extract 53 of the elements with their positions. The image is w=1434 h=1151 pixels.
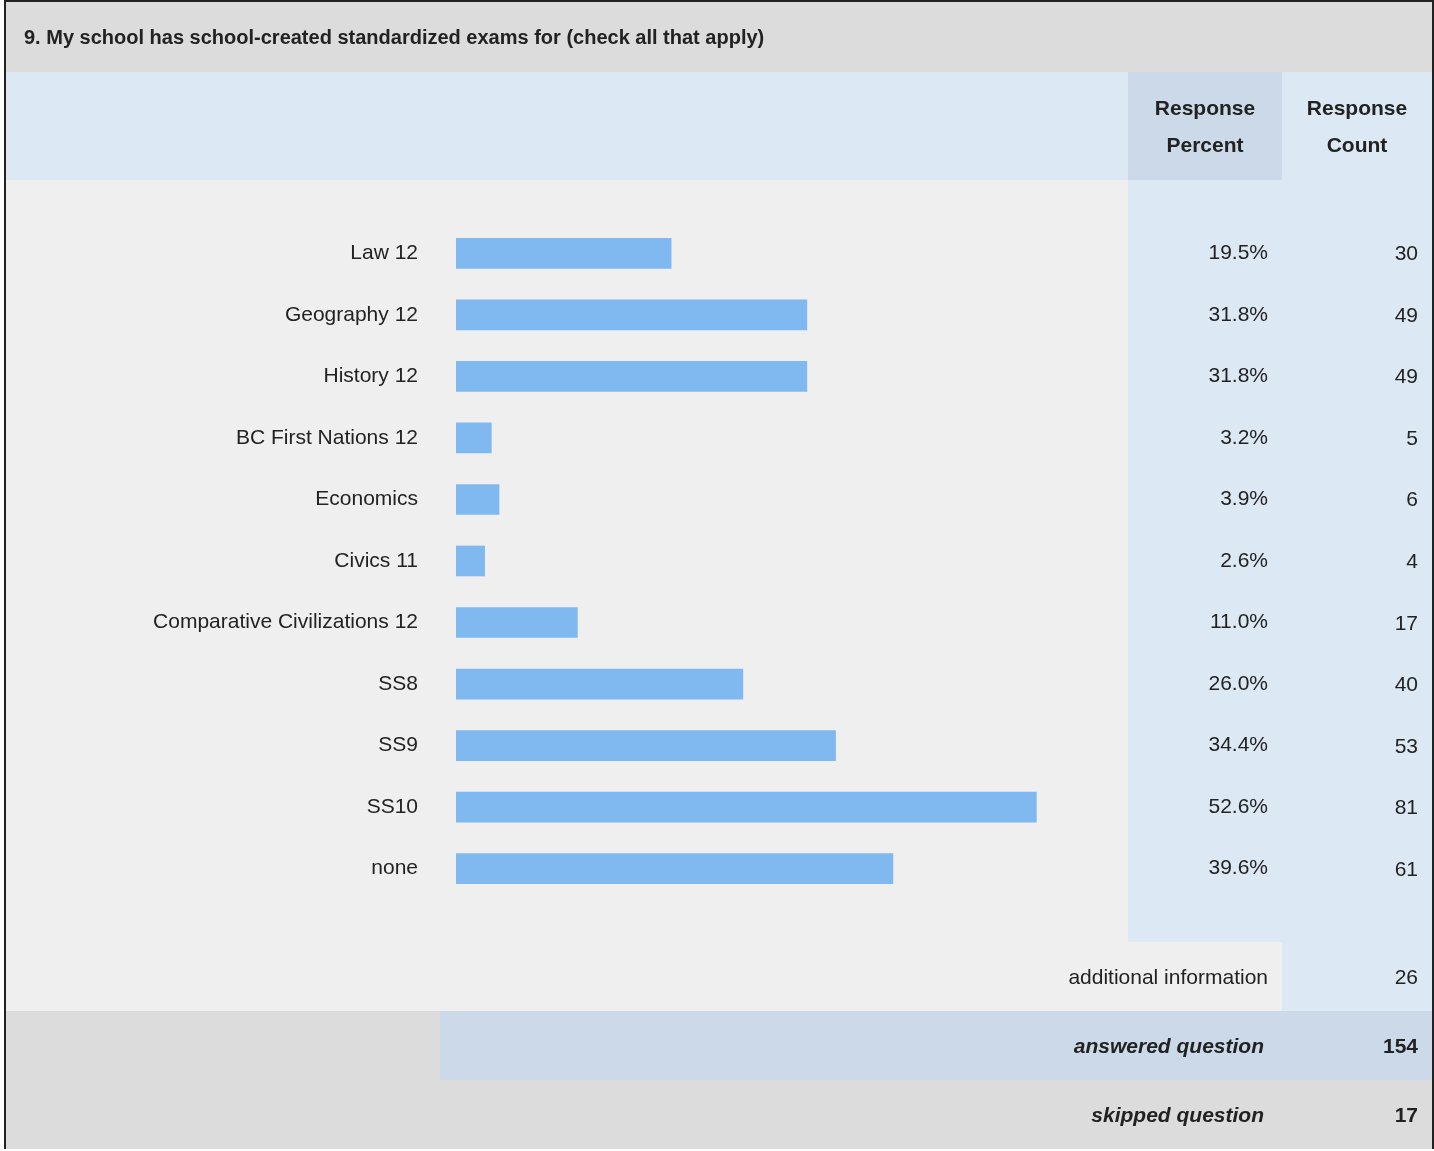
data-label: 52.6% <box>1208 793 1268 817</box>
bar <box>456 545 486 577</box>
data-label: 26.0% <box>1208 670 1268 694</box>
bar <box>456 361 808 392</box>
bar <box>456 668 744 700</box>
text: 17 <box>1282 1080 1432 1149</box>
data-label: 34.4% <box>1208 732 1268 756</box>
data-label: 17 <box>1394 609 1418 636</box>
data-label: 5 <box>1406 424 1418 451</box>
text: 154 <box>1282 1011 1432 1080</box>
y-tick-label: SS8 <box>378 670 418 694</box>
text: Response Percent <box>1128 72 1282 180</box>
y-tick-label: Economics <box>315 486 418 510</box>
data-label: 31.8% <box>1208 301 1268 325</box>
data-label: 19.5% <box>1208 240 1268 264</box>
bar <box>456 853 894 884</box>
bar <box>456 791 1037 823</box>
y-tick-label: SS10 <box>366 793 418 817</box>
y-tick-label: History 12 <box>323 363 418 387</box>
bar <box>456 422 492 454</box>
y-tick-label: SS9 <box>378 732 418 756</box>
bar <box>456 299 808 331</box>
y-tick-label: BC First Nations 12 <box>235 424 418 448</box>
y-tick-label: Comparative Civilizations 12 <box>153 609 418 633</box>
data-label: 53 <box>1394 732 1418 759</box>
data-label: 3.9% <box>1220 486 1268 510</box>
data-label: 4 <box>1406 548 1418 574</box>
text: additional information <box>6 942 1282 1011</box>
data-label: 49 <box>1394 301 1418 328</box>
data-label: 40 <box>1394 671 1418 698</box>
chart-title: 9. My school has school-created standardized exams for (check all that apply) <box>6 2 1432 72</box>
data-label: 39.6% <box>1208 855 1268 879</box>
y-tick-label: Civics 11 <box>334 547 418 571</box>
text: answered question <box>440 1011 1282 1080</box>
text: skipped question <box>6 1080 1282 1149</box>
data-label: 6 <box>1406 486 1418 513</box>
bar <box>456 730 836 761</box>
bar <box>456 484 500 515</box>
y-tick-label: Law 12 <box>350 240 418 264</box>
data-label: 3.2% <box>1220 424 1268 448</box>
bar <box>456 238 672 269</box>
y-tick-label: Geography 12 <box>284 301 418 325</box>
data-label: 49 <box>1394 363 1418 390</box>
text: Response Count <box>1305 95 1409 158</box>
data-label: 31.8% <box>1208 363 1268 387</box>
data-label: 2.6% <box>1220 547 1268 571</box>
data-label: 30 <box>1394 240 1418 267</box>
data-label: 61 <box>1394 855 1418 882</box>
text: 26 <box>1282 942 1432 1011</box>
y-tick-label: none <box>371 855 418 879</box>
data-label: 11.0% <box>1210 609 1268 633</box>
bar <box>456 607 578 638</box>
data-label: 81 <box>1394 794 1418 821</box>
